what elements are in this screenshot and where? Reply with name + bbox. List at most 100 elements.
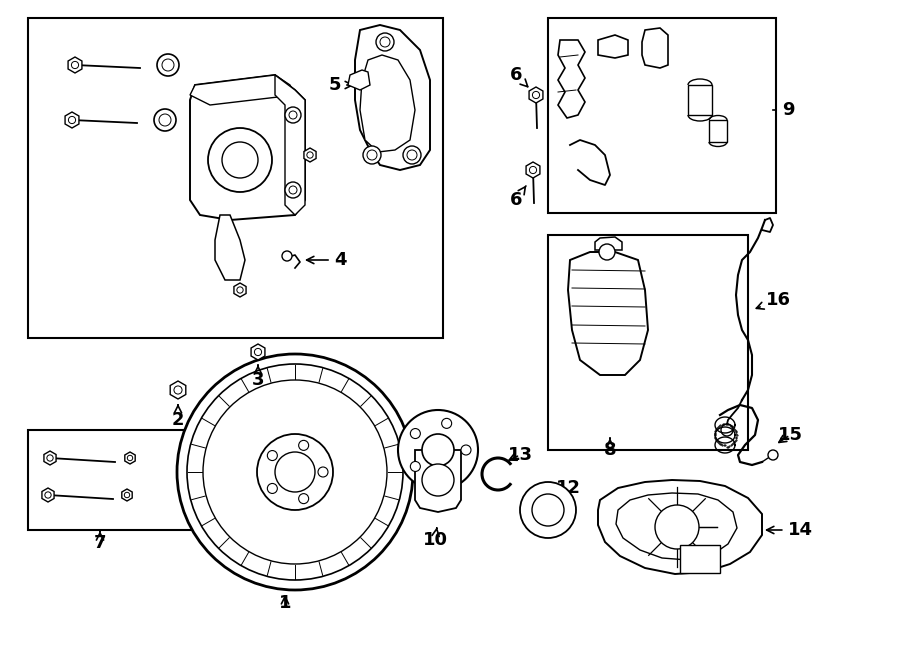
Polygon shape [122,489,132,501]
Bar [28,430,198,530]
Circle shape [398,410,478,490]
Polygon shape [44,451,56,465]
Text: 8: 8 [604,438,617,459]
Text: 12: 12 [555,479,580,497]
Text: 5: 5 [328,76,353,94]
Circle shape [237,287,243,293]
Circle shape [187,364,403,580]
Circle shape [127,455,132,461]
Circle shape [599,244,615,260]
Circle shape [721,424,733,436]
Circle shape [71,61,78,69]
Text: 7: 7 [94,531,106,552]
Circle shape [285,107,301,123]
Text: 1: 1 [279,594,292,612]
Circle shape [174,386,182,394]
Circle shape [520,482,576,538]
Polygon shape [348,70,370,90]
Circle shape [442,472,452,482]
Polygon shape [526,162,540,178]
Polygon shape [275,75,305,215]
Polygon shape [598,480,762,574]
Polygon shape [415,450,461,512]
Polygon shape [355,25,430,170]
Circle shape [410,428,420,438]
Circle shape [367,150,377,160]
Circle shape [442,418,452,428]
Polygon shape [360,55,415,152]
Polygon shape [598,35,628,58]
Text: 16: 16 [756,291,790,309]
Text: 2: 2 [172,405,184,429]
Polygon shape [42,488,54,502]
Circle shape [407,150,417,160]
Circle shape [422,434,454,466]
Polygon shape [65,112,79,128]
Bar [548,18,776,213]
Circle shape [376,33,394,51]
Polygon shape [595,237,622,250]
Circle shape [267,483,277,494]
Text: 3: 3 [252,366,265,389]
Text: 10: 10 [422,528,447,549]
Text: 4: 4 [307,251,346,269]
Circle shape [299,440,309,450]
Circle shape [410,461,420,471]
Polygon shape [190,75,305,220]
Circle shape [529,167,536,174]
Circle shape [655,505,699,549]
Bar [28,18,443,338]
Polygon shape [568,252,648,375]
Polygon shape [304,148,316,162]
Polygon shape [234,283,246,297]
Polygon shape [125,452,135,464]
Polygon shape [529,87,543,103]
Circle shape [124,492,130,498]
Circle shape [208,128,272,192]
Polygon shape [688,85,712,115]
Polygon shape [68,57,82,73]
Circle shape [177,354,413,590]
Circle shape [255,348,262,356]
Polygon shape [190,75,295,105]
Text: 6: 6 [509,66,527,87]
Polygon shape [170,381,185,399]
Text: 15: 15 [778,426,803,444]
Circle shape [47,455,53,461]
Circle shape [533,91,540,98]
Circle shape [282,251,292,261]
Circle shape [403,146,421,164]
Circle shape [275,452,315,492]
Circle shape [285,182,301,198]
Text: 11: 11 [422,416,447,437]
Circle shape [68,116,76,124]
Circle shape [307,152,313,158]
Circle shape [257,434,333,510]
Circle shape [363,146,381,164]
Circle shape [203,380,387,564]
Text: 6: 6 [509,186,526,209]
Polygon shape [251,344,265,360]
Text: 13: 13 [508,446,533,464]
Circle shape [154,109,176,131]
Circle shape [532,494,564,526]
Polygon shape [616,493,737,560]
Circle shape [45,492,51,498]
Circle shape [380,37,390,47]
Circle shape [299,494,309,504]
Bar [680,545,720,573]
Circle shape [318,467,328,477]
Circle shape [222,142,258,178]
Circle shape [159,114,171,126]
Polygon shape [709,120,727,142]
Circle shape [162,59,174,71]
Polygon shape [558,40,585,118]
Polygon shape [642,28,668,68]
Circle shape [289,111,297,119]
Circle shape [267,451,277,461]
Circle shape [422,464,454,496]
Bar [548,235,748,450]
Circle shape [461,445,471,455]
Text: 14: 14 [767,521,813,539]
Polygon shape [215,215,245,280]
